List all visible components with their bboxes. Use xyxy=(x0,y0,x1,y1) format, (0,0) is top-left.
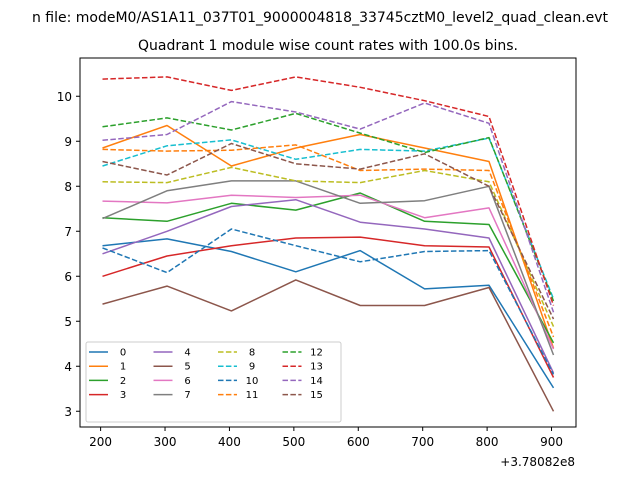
y-tick-label: 10 xyxy=(57,90,72,104)
legend-label: 5 xyxy=(184,362,190,373)
series-line-15 xyxy=(102,142,555,320)
y-tick-label: 7 xyxy=(64,225,72,239)
legend-label: 0 xyxy=(120,348,126,359)
legend-label: 3 xyxy=(120,390,126,401)
series-line-12 xyxy=(102,112,555,302)
y-tick-label: 4 xyxy=(64,360,72,374)
x-offset-label: +3.78082e8 xyxy=(500,455,575,469)
legend-label: 7 xyxy=(184,390,190,401)
legend-label: 1 xyxy=(120,362,126,373)
legend-label: 14 xyxy=(310,376,323,387)
plot-frame xyxy=(79,57,577,428)
series-line-13 xyxy=(102,76,555,306)
series-line-3 xyxy=(102,236,555,378)
legend-label: 13 xyxy=(310,362,323,373)
series-line-11 xyxy=(102,144,555,338)
legend-label: 4 xyxy=(184,348,190,359)
legend-label: 2 xyxy=(120,376,126,387)
legend-label: 6 xyxy=(184,376,190,387)
series-line-5 xyxy=(102,279,555,412)
series-line-0 xyxy=(102,238,555,389)
x-tick-label: 200 xyxy=(89,435,112,449)
figure-suptitle: n file: modeM0/AS1A11_037T01_9000004818_… xyxy=(32,10,609,26)
plot-lines xyxy=(102,76,555,412)
y-tick-label: 9 xyxy=(64,135,72,149)
series-line-7 xyxy=(102,180,555,356)
y-tick-label: 8 xyxy=(64,180,72,194)
legend-label: 11 xyxy=(246,390,259,401)
series-line-2 xyxy=(102,192,555,344)
x-tick-label: 300 xyxy=(154,435,177,449)
legend-label: 10 xyxy=(246,376,259,387)
y-axis: 3 4 5 6 7 8 9 10 xyxy=(57,90,80,419)
y-tick-label: 3 xyxy=(64,405,72,419)
x-tick-label: 400 xyxy=(218,435,241,449)
x-tick-label: 900 xyxy=(540,435,563,449)
x-tick-label: 700 xyxy=(411,435,434,449)
chart-title: Quadrant 1 module wise count rates with … xyxy=(138,38,518,54)
series-line-6 xyxy=(102,194,555,350)
legend-label: 12 xyxy=(310,348,323,359)
x-tick-label: 800 xyxy=(476,435,499,449)
legend-label: 9 xyxy=(249,362,255,373)
series-line-9 xyxy=(102,137,555,300)
legend-box xyxy=(85,341,342,423)
series-line-4 xyxy=(102,198,555,374)
y-tick-label: 6 xyxy=(64,270,72,284)
series-line-8 xyxy=(102,166,555,327)
x-tick-label: 600 xyxy=(347,435,370,449)
x-tick-label: 500 xyxy=(282,435,305,449)
legend-label: 8 xyxy=(249,348,255,359)
series-line-1 xyxy=(102,124,555,349)
x-axis: 200 300 400 500 600 700 800 900 xyxy=(89,427,563,449)
legend-label: 15 xyxy=(310,390,323,401)
y-tick-label: 5 xyxy=(64,315,72,329)
series-line-10 xyxy=(102,228,555,375)
